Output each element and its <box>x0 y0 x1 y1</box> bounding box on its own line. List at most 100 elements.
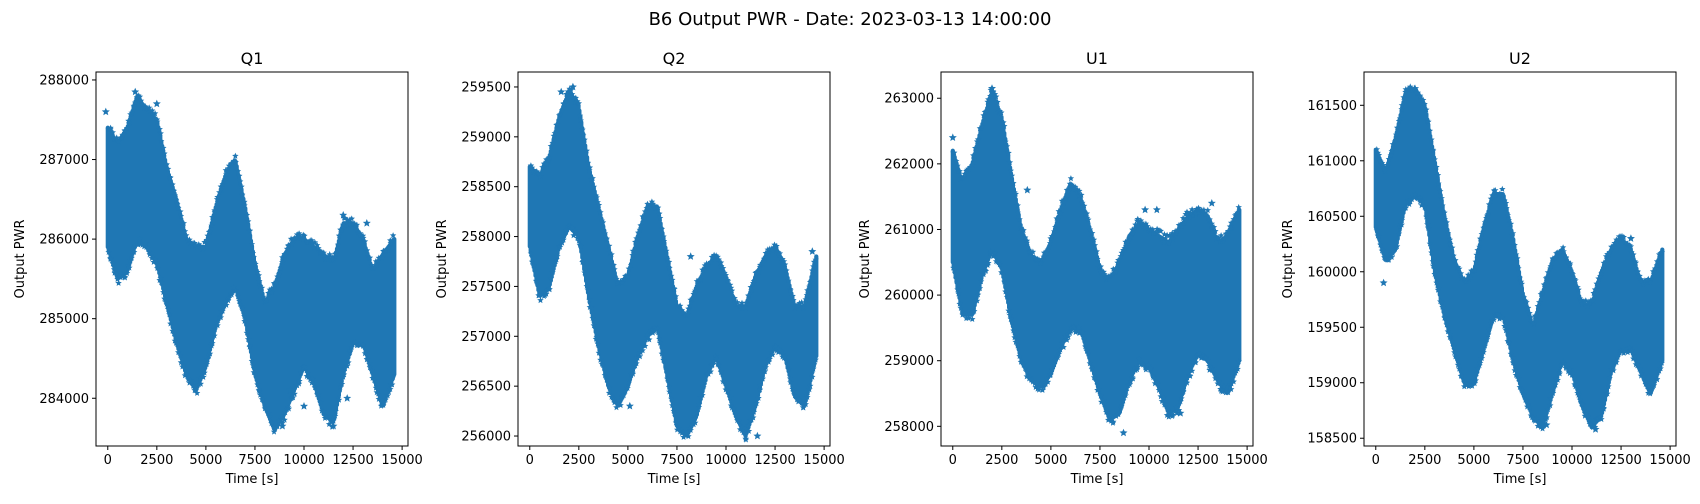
data-point <box>156 125 163 132</box>
data-point <box>622 387 629 395</box>
x-tick-label: 15000 <box>1226 453 1267 468</box>
data-point <box>790 296 797 303</box>
x-tick-label: 10000 <box>705 453 746 468</box>
data-point <box>1530 320 1537 327</box>
data-point <box>593 194 600 201</box>
data-point <box>1657 365 1664 372</box>
data-point <box>250 253 257 261</box>
data-point <box>732 411 739 418</box>
data-point <box>360 341 367 348</box>
data-point <box>1138 219 1145 226</box>
data-point <box>219 307 226 314</box>
data-point <box>254 268 261 275</box>
data-point <box>1522 297 1529 304</box>
data-point <box>368 367 375 374</box>
data-point <box>1509 230 1517 237</box>
data-point <box>1192 210 1199 217</box>
scatter-series <box>1373 83 1666 433</box>
data-point <box>1589 297 1597 304</box>
data-point <box>620 275 627 282</box>
data-point <box>1425 118 1432 125</box>
x-tick-label: 2500 <box>562 453 595 468</box>
data-point <box>1053 353 1060 360</box>
x-tick-label: 7500 <box>238 453 271 468</box>
axes-frame <box>1363 71 1677 447</box>
data-point <box>804 287 811 294</box>
data-point <box>123 124 131 131</box>
data-point <box>1631 258 1638 265</box>
data-point <box>347 220 354 227</box>
y-tick-label: 284000 <box>39 392 89 407</box>
data-point <box>157 275 164 282</box>
data-point <box>1597 273 1604 280</box>
data-point <box>624 384 631 391</box>
data-point <box>1544 269 1552 276</box>
data-point <box>275 417 283 424</box>
data-point <box>1395 117 1403 124</box>
data-point <box>1384 161 1391 168</box>
data-point <box>654 325 661 332</box>
data-point <box>291 234 298 241</box>
data-point <box>1476 362 1483 369</box>
data-point <box>1483 335 1491 343</box>
data-point <box>1499 313 1506 321</box>
data-point <box>1503 204 1510 211</box>
data-point <box>1658 359 1666 366</box>
data-point <box>687 426 694 433</box>
data-point <box>1150 374 1157 381</box>
data-point <box>812 256 819 263</box>
data-point <box>1204 206 1211 214</box>
data-point <box>1610 367 1617 374</box>
data-point <box>1437 188 1444 195</box>
data-point <box>201 238 208 245</box>
data-point <box>1620 349 1627 356</box>
data-point <box>1567 365 1574 372</box>
x-tick-label: 0 <box>1372 453 1380 468</box>
y-axis-label: Output PWR <box>858 219 873 298</box>
data-point <box>1131 365 1138 372</box>
data-point <box>1489 192 1496 199</box>
data-point <box>307 376 314 383</box>
data-point <box>151 256 159 263</box>
data-point <box>1180 219 1187 226</box>
data-point <box>691 415 698 422</box>
data-point <box>738 423 746 430</box>
data-point <box>660 357 668 364</box>
data-point <box>724 387 732 394</box>
data-point <box>1543 274 1551 281</box>
data-point <box>554 121 561 128</box>
data-point <box>802 296 809 303</box>
data-point <box>338 380 346 387</box>
data-point <box>1628 347 1635 354</box>
data-point <box>971 155 978 162</box>
data-point <box>208 222 215 229</box>
data-point <box>957 175 965 182</box>
y-tick-label: 260000 <box>884 289 934 304</box>
data-point <box>1474 365 1481 372</box>
data-point <box>1173 227 1181 234</box>
data-point <box>1048 366 1056 373</box>
data-point <box>1509 353 1516 360</box>
data-point <box>154 264 161 271</box>
data-point <box>270 428 278 435</box>
data-point <box>1552 255 1559 262</box>
data-point <box>214 193 221 200</box>
data-point <box>195 381 203 388</box>
data-point <box>209 340 216 347</box>
data-point <box>1527 314 1535 321</box>
data-point-outlier <box>625 401 634 410</box>
data-point <box>1485 210 1492 217</box>
data-point <box>1540 281 1548 288</box>
data-point <box>1373 227 1381 234</box>
y-tick-label: 258500 <box>461 180 511 195</box>
data-point <box>1115 410 1122 417</box>
data-point <box>571 99 579 106</box>
data-point <box>601 230 609 237</box>
data-point <box>239 304 246 312</box>
data-point <box>1219 388 1226 395</box>
data-point <box>1572 383 1579 390</box>
data-point <box>619 279 626 286</box>
data-point <box>170 187 178 194</box>
data-point <box>560 100 567 107</box>
data-point <box>1418 202 1425 209</box>
